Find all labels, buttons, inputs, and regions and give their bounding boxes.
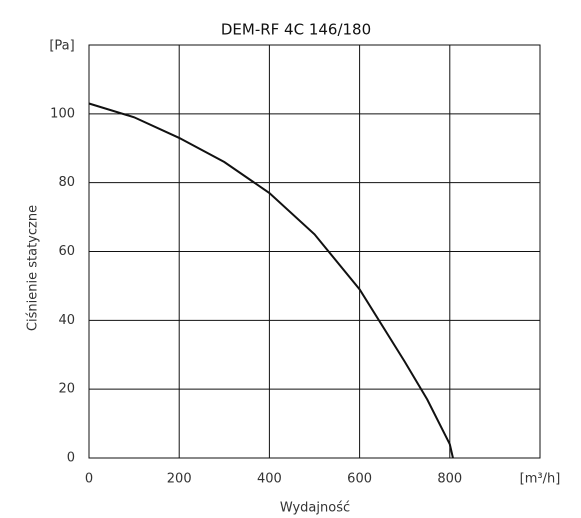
y-tick-label: 0 (67, 451, 75, 466)
x-unit: [m³/h] (520, 472, 561, 487)
x-tick-label: 800 (437, 472, 462, 487)
y-unit: [Pa] (49, 39, 74, 54)
data-line (88, 102, 454, 459)
y-tick-label: 20 (58, 382, 75, 397)
chart-title: DEM-RF 4C 146/180 (221, 21, 371, 39)
x-tick-label: 200 (167, 472, 192, 487)
y-axis-label: Ciśnienie statyczne (26, 205, 41, 331)
x-axis-label: Wydajność (280, 501, 350, 516)
y-tick-label: 60 (58, 244, 75, 259)
x-tick-label: 600 (347, 472, 372, 487)
y-tick-label: 80 (58, 175, 75, 190)
y-tick-label: 40 (58, 313, 75, 328)
y-tick-label: 100 (50, 106, 75, 121)
x-tick-label: 400 (257, 472, 282, 487)
x-tick-label: 0 (85, 472, 93, 487)
